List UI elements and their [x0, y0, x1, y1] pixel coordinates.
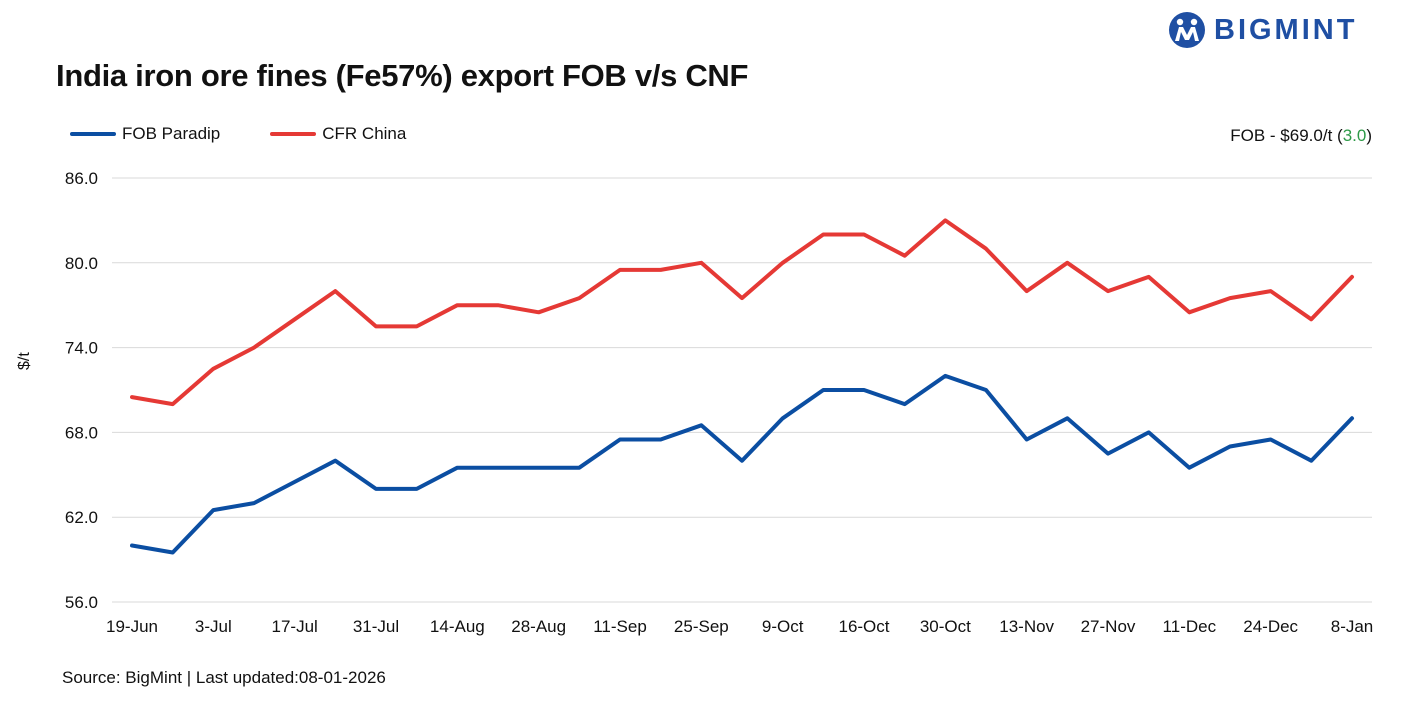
fob-note-prefix: FOB - $69.0/t ( [1230, 126, 1343, 145]
x-tick-label: 25-Sep [674, 617, 729, 636]
fob-note-change: 3.0 [1342, 126, 1367, 145]
x-tick-label: 31-Jul [353, 617, 399, 636]
legend-label-cfr: CFR China [322, 124, 407, 143]
legend-swatch-cfr [270, 132, 317, 136]
x-axis-ticks: 19-Jun 3-Jul 17-Jul 31-Jul 14-Aug 28-Aug 11-Se… [106, 617, 1373, 636]
fob-note-suffix: ) [1366, 126, 1372, 145]
x-tick-label: 13-Nov [999, 617, 1054, 636]
source-note: Source: BigMint | Last updated:08-01-202… [62, 668, 386, 687]
bigmint-logo-icon [1169, 12, 1205, 48]
x-tick-label: 8-Jan [1331, 617, 1374, 636]
bigmint-logo-text: BIGMINT [1214, 13, 1358, 46]
y-tick-label: 80.0 [65, 254, 98, 273]
legend-swatch-fob [70, 132, 116, 136]
legend: FOB Paradip CFR China [70, 124, 456, 144]
bigmint-logo: BIGMINT [1168, 10, 1357, 50]
x-tick-label: 28-Aug [511, 617, 566, 636]
series-line-fob-paradip [130, 373, 1354, 555]
x-tick-label: 27-Nov [1081, 617, 1136, 636]
x-tick-label: 24-Dec [1243, 617, 1298, 636]
y-tick-label: 56.0 [65, 593, 98, 612]
y-tick-label: 62.0 [65, 508, 98, 527]
x-tick-label: 11-Sep [593, 617, 647, 636]
x-tick-label: 30-Oct [920, 617, 971, 636]
x-tick-label: 11-Dec [1163, 617, 1217, 636]
y-axis-ticks: 86.0 80.0 74.0 68.0 62.0 56.0 [65, 169, 98, 612]
series-lines [130, 218, 1354, 555]
y-tick-label: 74.0 [65, 339, 98, 358]
x-tick-label: 17-Jul [272, 617, 318, 636]
series-line-cfr-china [130, 218, 1354, 407]
x-tick-label: 9-Oct [762, 617, 804, 636]
gridlines [112, 177, 1372, 603]
x-tick-label: 16-Oct [838, 617, 889, 636]
x-tick-label: 14-Aug [430, 617, 485, 636]
x-tick-label: 19-Jun [106, 617, 158, 636]
legend-item-cfr: CFR China [270, 124, 406, 144]
y-axis-label: $/t [16, 352, 33, 370]
x-tick-label: 3-Jul [195, 617, 232, 636]
legend-item-fob: FOB Paradip [70, 124, 220, 144]
fob-price-note: FOB - $69.0/t (3.0) [1230, 126, 1372, 146]
y-tick-label: 68.0 [65, 423, 98, 442]
legend-label-fob: FOB Paradip [122, 124, 221, 143]
chart-title: India iron ore fines (Fe57%) export FOB … [56, 58, 749, 93]
y-tick-label: 86.0 [65, 169, 98, 188]
